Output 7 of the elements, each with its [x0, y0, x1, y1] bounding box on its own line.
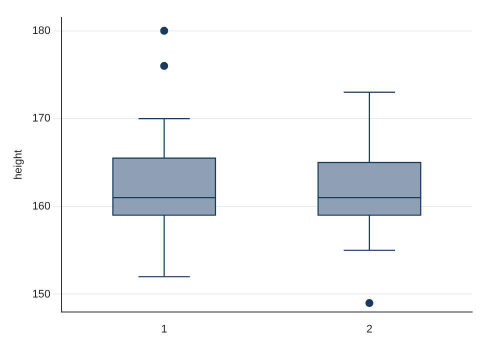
x-tick-label: 1	[161, 323, 168, 336]
y-axis-title: height	[12, 150, 25, 180]
x-tick-label: 2	[366, 323, 372, 336]
y-tick-label: 170	[32, 112, 51, 125]
y-tick-label: 160	[32, 200, 51, 212]
y-tick-label: 180	[32, 24, 51, 37]
y-tick-label: 150	[32, 288, 51, 300]
